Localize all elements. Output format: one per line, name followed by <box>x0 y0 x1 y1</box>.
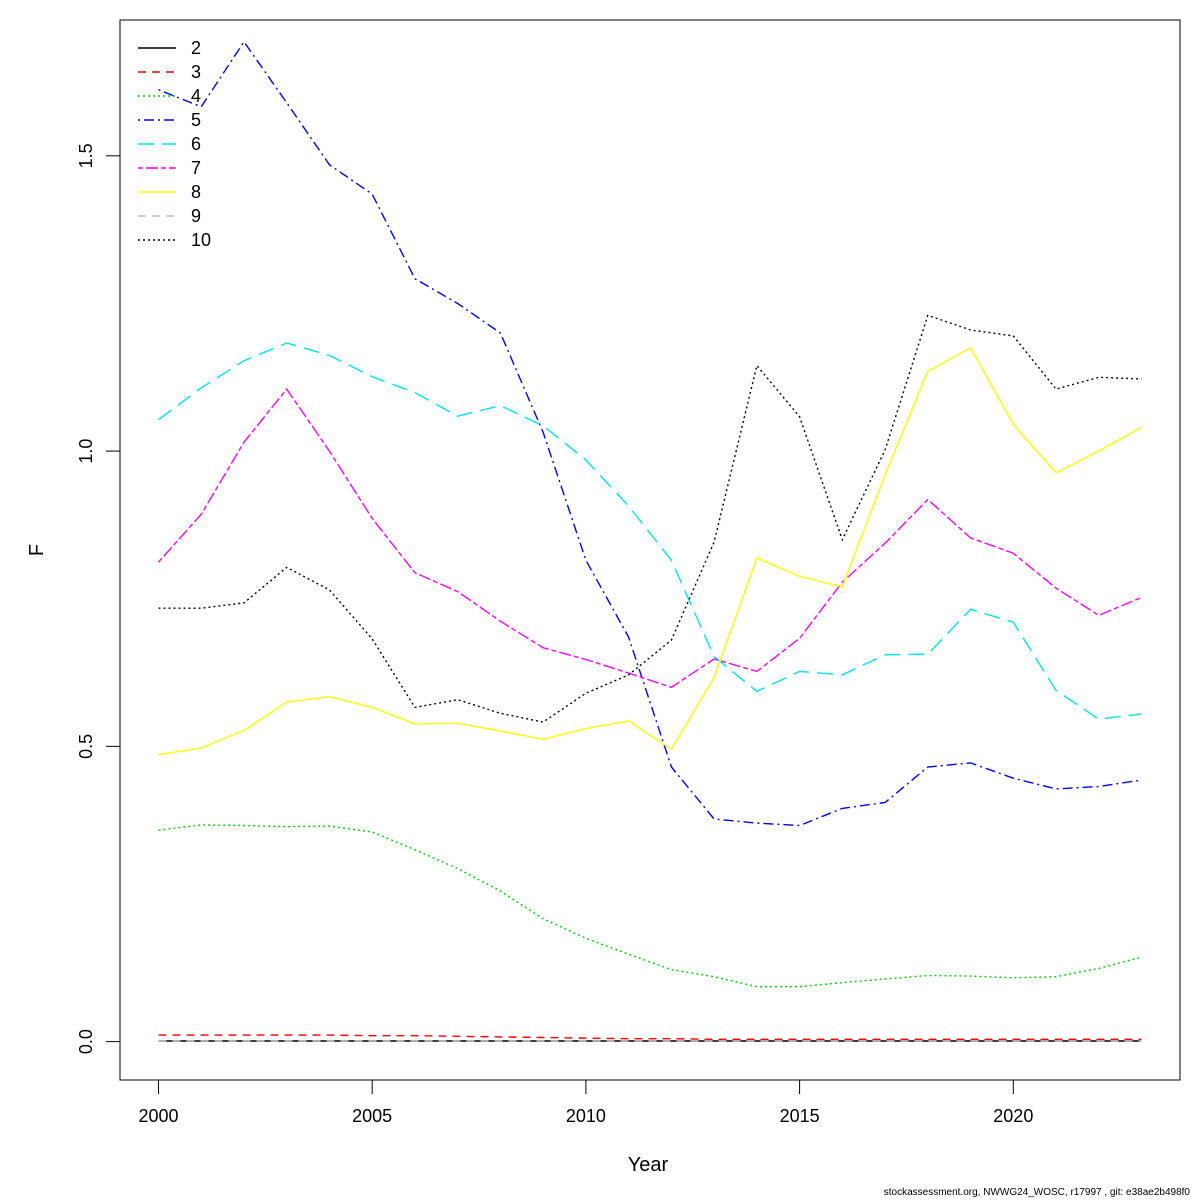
series-line-7 <box>157 387 1142 689</box>
y-tick-label-1: 0.5 <box>76 734 96 759</box>
legend-label-7: 7 <box>191 158 201 178</box>
plot-frame <box>119 19 1181 1081</box>
x-tick-label-2020: 2020 <box>993 1106 1033 1126</box>
x-axis: 2000 2005 2010 2015 2020 <box>138 1079 1033 1126</box>
legend-label-4: 4 <box>191 86 201 106</box>
legend-label-5: 5 <box>191 110 201 130</box>
legend-label-9: 9 <box>191 206 201 226</box>
legend: 2 3 4 5 6 7 8 9 10 <box>138 38 211 250</box>
legend-label-8: 8 <box>191 182 201 202</box>
series-layer <box>157 40 1142 1042</box>
y-tick-label-2: 1.0 <box>76 439 96 464</box>
x-tick-label-2015: 2015 <box>780 1106 820 1126</box>
series-line-5 <box>158 40 1142 827</box>
x-tick-label-2005: 2005 <box>352 1106 392 1126</box>
series-line-8 <box>158 346 1142 756</box>
footer-credit: stockassessment.org, NWWG24_WOSC, r17997… <box>883 1187 1190 1198</box>
series-line-6 <box>158 342 1142 720</box>
series-line-4 <box>158 824 1142 988</box>
legend-label-3: 3 <box>191 62 201 82</box>
y-tick-label-0: 0.0 <box>76 1029 96 1054</box>
y-axis-title: F <box>26 544 48 556</box>
y-axis: 0.0 0.5 1.0 1.5 <box>76 143 121 1054</box>
y-tick-label-3: 1.5 <box>76 143 96 168</box>
legend-label-2: 2 <box>191 38 201 58</box>
x-axis-title: Year <box>628 1154 669 1176</box>
x-tick-label-2010: 2010 <box>566 1106 606 1126</box>
series-line-10 <box>158 314 1142 723</box>
series-line-3 <box>158 1034 1142 1041</box>
legend-label-6: 6 <box>191 134 201 154</box>
legend-label-10: 10 <box>191 230 211 250</box>
x-tick-label-2000: 2000 <box>138 1106 178 1126</box>
